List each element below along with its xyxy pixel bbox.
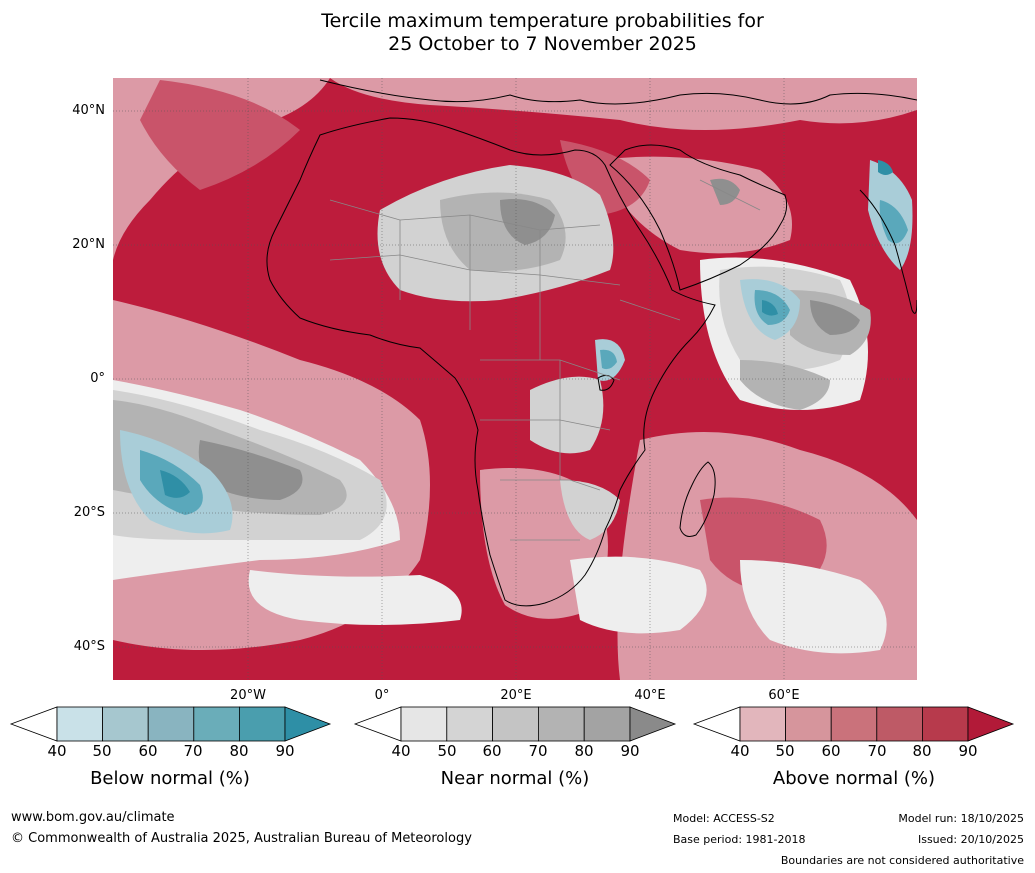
lon-label-40e: 40°E: [634, 688, 666, 703]
colorbar-segment: [538, 706, 585, 742]
below-tick-70: 70: [183, 742, 203, 760]
africa-coastline: [266, 117, 716, 607]
lon-label-20e: 20°E: [500, 688, 532, 703]
above-normal-colorbar: [692, 706, 1015, 742]
colorbar-extend-low: [9, 706, 58, 742]
above-tick-60: 60: [821, 742, 841, 760]
india-coastline: [859, 189, 917, 314]
coastlines: [266, 79, 917, 607]
lat-label-20n: 20°N: [72, 237, 105, 252]
near-normal-title: Near normal (%): [440, 768, 590, 789]
above-normal-title: Above normal (%): [772, 768, 936, 789]
near-normal-dark-grey-areas: [198, 178, 860, 500]
colorbar-segment: [739, 706, 786, 742]
above-tick-80: 80: [912, 742, 932, 760]
graticule-lines: [113, 78, 917, 680]
europe-coastline: [319, 79, 917, 105]
country-borders: [329, 179, 761, 541]
colorbar-extend-low: [353, 706, 402, 742]
lon-label-0: 0°: [374, 688, 390, 703]
near-tick-60: 60: [482, 742, 502, 760]
colorbar-segment: [876, 706, 923, 742]
lake-victoria-coastline: [597, 374, 615, 391]
near-tick-70: 70: [528, 742, 548, 760]
colorbar-extend-low: [692, 706, 741, 742]
meta-base-period: Base period: 1981-2018: [673, 833, 806, 846]
meta-boundaries: Boundaries are not considered authoritat…: [780, 854, 1024, 867]
above-tick-70: 70: [867, 742, 887, 760]
colorbar-segment: [583, 706, 631, 742]
colorbar-segment: [147, 706, 195, 742]
lat-label-0: 0°: [90, 371, 105, 386]
colorbar-segment: [56, 706, 103, 742]
arabia-coastline: [609, 144, 788, 291]
map-field: [113, 78, 917, 680]
below-tick-50: 50: [92, 742, 112, 760]
map-title: Tercile maximum temperature probabilitie…: [0, 10, 1035, 56]
below-tick-90: 90: [275, 742, 295, 760]
colorbar-extend-high: [967, 706, 1015, 742]
lat-label-40s: 40°S: [73, 639, 105, 654]
near-tick-50: 50: [437, 742, 457, 760]
colorbar-segment: [400, 706, 448, 742]
above-normal-mid-areas: [140, 80, 827, 592]
map-title-line2: 25 October to 7 November 2025: [388, 33, 697, 55]
colorbar-segment: [830, 706, 878, 742]
below-tick-40: 40: [47, 742, 67, 760]
below-normal-colorbar: [9, 706, 332, 742]
above-tick-90: 90: [958, 742, 978, 760]
colorbar-segment: [922, 706, 969, 742]
colorbar-segment: [238, 706, 286, 742]
near-tick-40: 40: [391, 742, 411, 760]
lon-label-60e: 60°E: [768, 688, 800, 703]
below-tick-60: 60: [138, 742, 158, 760]
below-tick-80: 80: [229, 742, 249, 760]
near-tick-90: 90: [620, 742, 640, 760]
footer-copyright: © Commonwealth of Australia 2025, Austra…: [11, 831, 472, 846]
meta-model: Model: ACCESS-S2: [673, 812, 775, 825]
lat-label-40n: 40°N: [72, 103, 105, 118]
madagascar-coastline: [679, 461, 716, 537]
above-tick-50: 50: [775, 742, 795, 760]
meta-issued: Issued: 20/10/2025: [917, 833, 1024, 846]
below-normal-title: Below normal (%): [90, 768, 250, 789]
above-tick-40: 40: [730, 742, 750, 760]
mozambique-light-grey: [560, 480, 620, 540]
map-title-line1: Tercile maximum temperature probabilitie…: [321, 10, 764, 32]
colorbars: [9, 706, 1015, 742]
colorbar-segment: [492, 706, 539, 742]
lon-label-20w: 20°W: [230, 688, 266, 703]
footer-url: www.bom.gov.au/climate: [11, 810, 175, 825]
colorbar-segment: [102, 706, 149, 742]
below-normal-dark-blue-areas: [160, 160, 893, 498]
lat-label-20s: 20°S: [73, 505, 105, 520]
meta-model-run: Model run: 18/10/2025: [898, 812, 1024, 825]
colorbar-extend-high: [284, 706, 332, 742]
near-tick-80: 80: [574, 742, 594, 760]
colorbar-segment: [193, 706, 240, 742]
colorbar-segment: [446, 706, 493, 742]
colorbar-segment: [785, 706, 832, 742]
colorbar-extend-high: [629, 706, 677, 742]
near-normal-colorbar: [353, 706, 677, 742]
east-africa-light-grey: [530, 376, 604, 454]
